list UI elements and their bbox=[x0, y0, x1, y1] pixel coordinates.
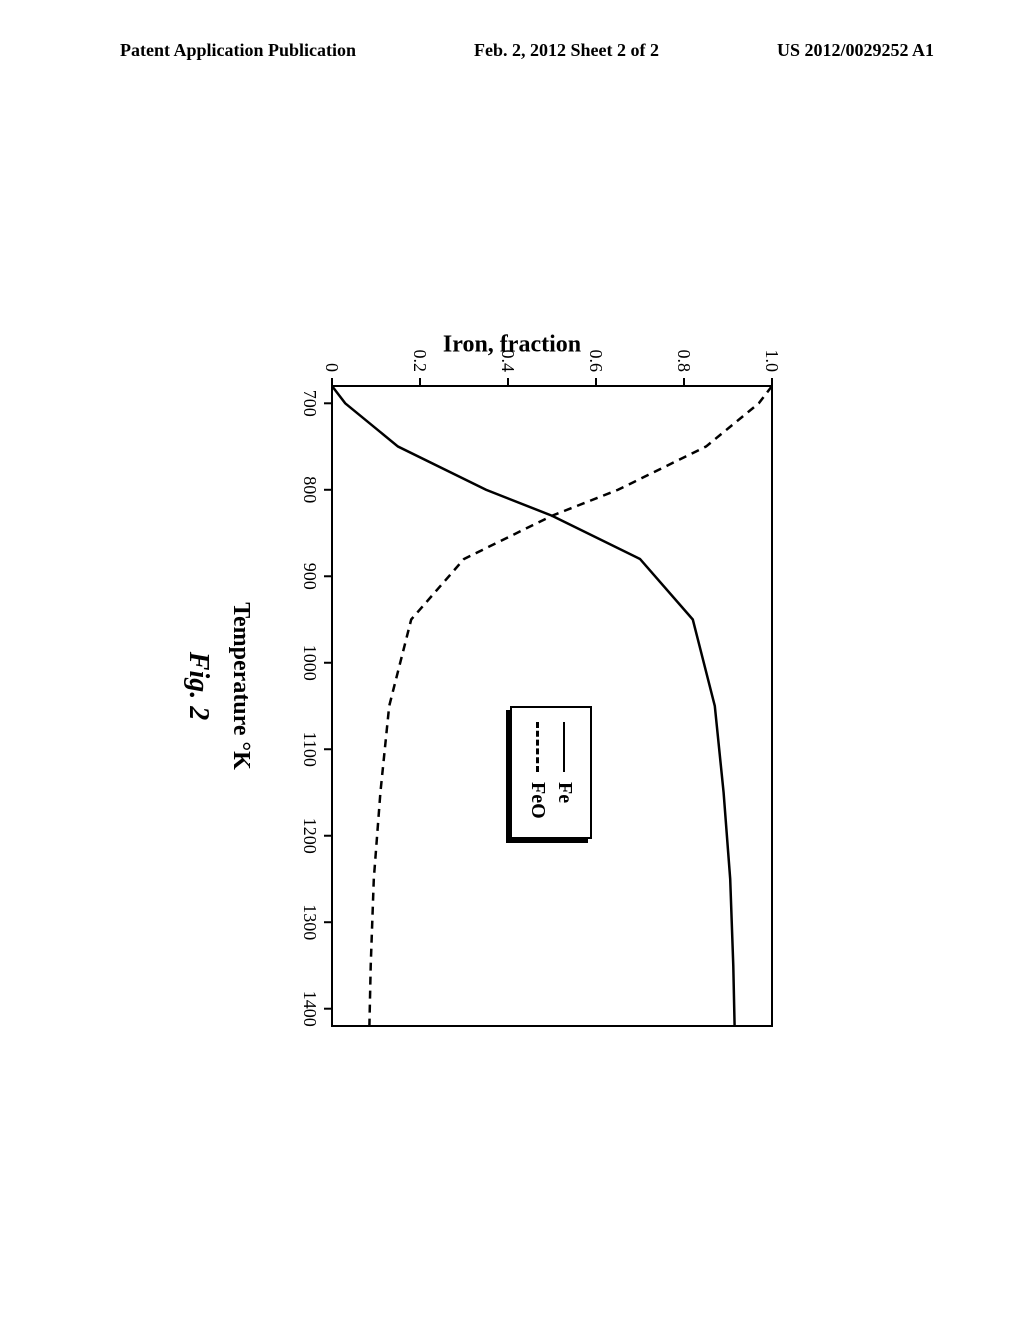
svg-text:1200: 1200 bbox=[300, 818, 320, 854]
legend-item-fe: Fe bbox=[553, 722, 576, 819]
x-axis-label: Temperature °K bbox=[227, 603, 254, 771]
chart-svg: 70080090010001100120013001400 00.20.40.6… bbox=[232, 306, 792, 1066]
svg-text:700: 700 bbox=[300, 390, 320, 417]
legend-line-dashed bbox=[536, 722, 539, 772]
legend-line-solid bbox=[564, 722, 566, 772]
page-header: Patent Application Publication Feb. 2, 2… bbox=[0, 0, 1024, 61]
y-axis-label: Iron, fraction bbox=[443, 332, 581, 359]
legend-label-fe: Fe bbox=[553, 782, 576, 803]
legend-label-feo: FeO bbox=[526, 782, 549, 819]
svg-text:800: 800 bbox=[300, 477, 320, 504]
svg-text:1100: 1100 bbox=[300, 732, 320, 767]
svg-text:1400: 1400 bbox=[300, 991, 320, 1027]
chart: 70080090010001100120013001400 00.20.40.6… bbox=[232, 306, 792, 1066]
svg-text:900: 900 bbox=[300, 563, 320, 590]
svg-text:0.6: 0.6 bbox=[586, 350, 606, 373]
legend-item-feo: FeO bbox=[526, 722, 549, 819]
svg-text:0: 0 bbox=[322, 363, 342, 372]
svg-text:0.2: 0.2 bbox=[410, 350, 430, 373]
svg-text:1.0: 1.0 bbox=[762, 350, 782, 373]
figure-container: 70080090010001100120013001400 00.20.40.6… bbox=[232, 306, 792, 1066]
header-left: Patent Application Publication bbox=[120, 40, 356, 61]
header-right: US 2012/0029252 A1 bbox=[777, 40, 934, 61]
figure-caption: Fig. 2 bbox=[182, 652, 214, 720]
svg-text:1300: 1300 bbox=[300, 905, 320, 941]
svg-text:0.8: 0.8 bbox=[674, 350, 694, 373]
svg-text:1000: 1000 bbox=[300, 645, 320, 681]
legend: Fe FeO bbox=[510, 706, 592, 839]
header-center: Feb. 2, 2012 Sheet 2 of 2 bbox=[474, 40, 659, 61]
